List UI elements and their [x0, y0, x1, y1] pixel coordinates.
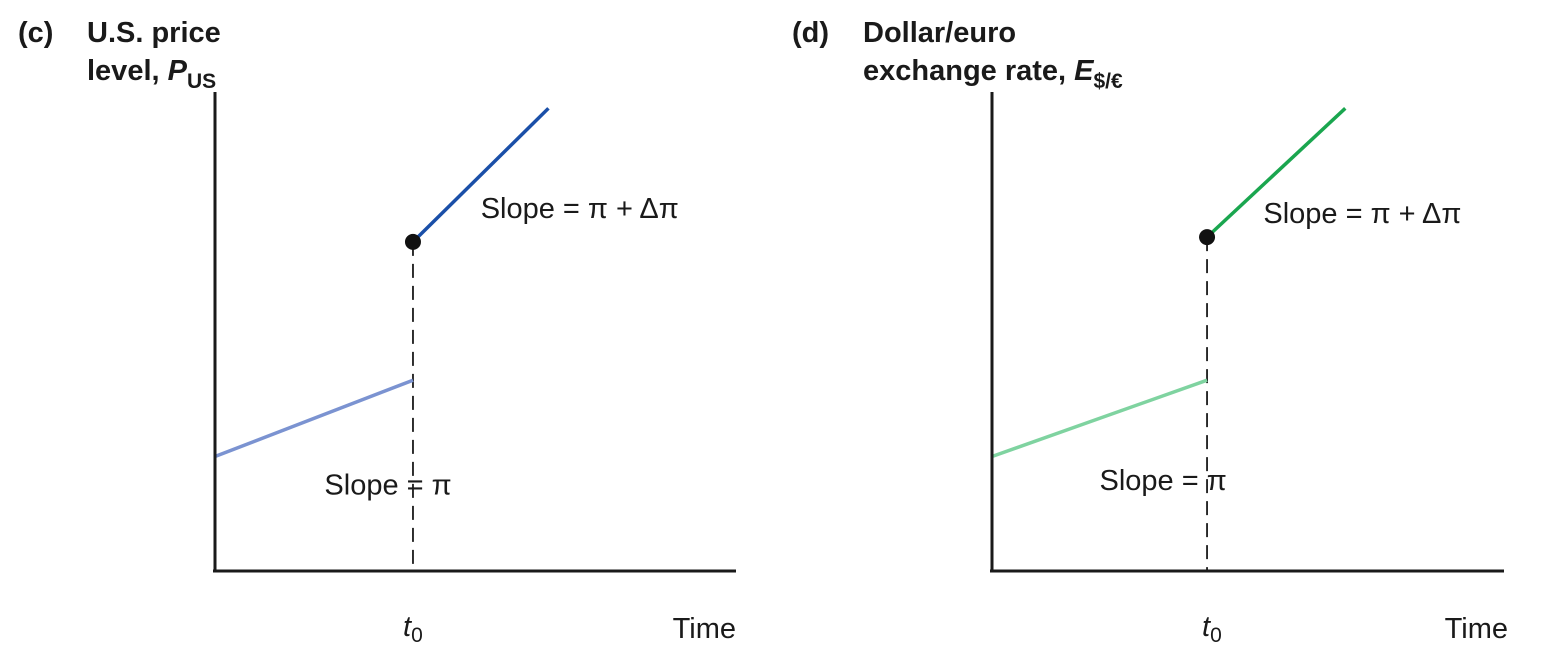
panel-tag: (c): [18, 17, 53, 49]
y-axis-label-line1: Dollar/euro: [863, 17, 1016, 49]
y-axis-symbol: P: [168, 55, 188, 87]
slope-annotation-after: Slope = π + Δπ: [1263, 198, 1461, 230]
series-line-after: [1205, 107, 1347, 239]
y-axis-label-text: exchange rate,: [863, 55, 1074, 87]
jump-point-marker: [404, 233, 421, 250]
slope-annotation-before: Slope = π: [1100, 465, 1227, 497]
x-tick-symbol: t: [403, 611, 413, 643]
y-axis-label-line1: U.S. price: [87, 17, 221, 49]
x-axis-label: Time: [673, 613, 736, 645]
y-axis-label-line2: level, PUS: [87, 55, 216, 93]
y-axis-symbol: E: [1074, 55, 1095, 87]
panel-d: (d) Dollar/euro exchange rate, E$/€ Slop…: [792, 17, 1508, 647]
y-axis-label-line2: exchange rate, E$/€: [863, 55, 1123, 93]
y-axis-subscript: US: [187, 70, 216, 93]
y-axis-subscript: $/€: [1094, 70, 1124, 93]
x-tick-label-t0: t0: [403, 611, 423, 647]
plot-area: Slope = π + Δπ Slope = π: [991, 107, 1461, 571]
y-axis-label-text: level,: [87, 55, 168, 87]
slope-annotation-before: Slope = π: [324, 470, 451, 502]
series-line-before: [991, 378, 1208, 459]
x-tick-symbol: t: [1202, 611, 1212, 643]
panel-tag: (d): [792, 17, 829, 49]
slope-annotation-after: Slope = π + Δπ: [481, 193, 679, 225]
plot-area: Slope = π + Δπ Slope = π: [214, 107, 679, 571]
series-line-after: [411, 107, 550, 244]
x-tick-label-t0: t0: [1202, 611, 1222, 647]
panel-c: (c) U.S. price level, PUS Slope = π + Δπ…: [18, 17, 736, 647]
x-tick-subscript: 0: [411, 624, 423, 647]
x-tick-subscript: 0: [1210, 624, 1222, 647]
series-line-before: [214, 378, 414, 459]
jump-point-marker: [1199, 229, 1216, 246]
x-axis-label: Time: [1445, 613, 1508, 645]
